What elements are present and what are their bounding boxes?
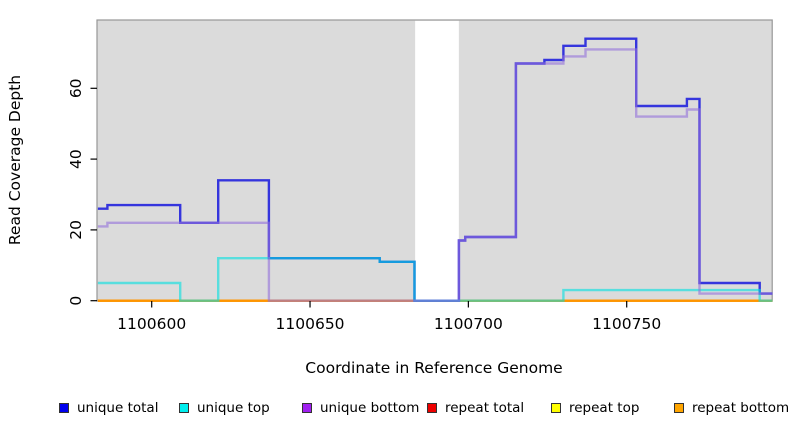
legend-label: repeat top (569, 400, 640, 416)
legend-item-unique-total: unique total (59, 401, 158, 415)
x-tick-label: 1100750 (592, 315, 661, 333)
unique-top-swatch-icon (179, 403, 189, 413)
legend-label: unique bottom (320, 400, 420, 416)
no-data-gap (415, 20, 459, 301)
unique-total-swatch-icon (59, 403, 69, 413)
legend-label: unique top (197, 400, 270, 416)
legend-item-repeat-bottom: repeat bottom (674, 401, 789, 415)
legend-label: repeat bottom (692, 400, 790, 416)
legend-label: unique total (77, 400, 159, 416)
y-tick-label: 0 (67, 296, 85, 306)
y-tick-label: 20 (67, 220, 85, 240)
series-unique-top-line (97, 257, 773, 302)
series-layer (97, 37, 773, 302)
unique-bottom-swatch-icon (302, 403, 312, 413)
x-axis-title: Coordinate in Reference Genome (305, 359, 562, 377)
series-unique-bottom-line (97, 48, 773, 302)
no-data-gap-rect (415, 20, 459, 301)
y-axis-title: Read Coverage Depth (6, 75, 24, 245)
repeat-total-swatch-icon (427, 403, 437, 413)
legend-item-repeat-top: repeat top (551, 401, 639, 415)
legend-item-unique-top: unique top (179, 401, 270, 415)
x-tick-label: 1100650 (276, 315, 345, 333)
legend-label: repeat total (445, 400, 525, 416)
legend-item-unique-bottom: unique bottom (302, 401, 419, 415)
y-tick-label: 40 (67, 149, 85, 169)
y-tick-label: 60 (67, 78, 85, 98)
x-tick-label: 1100600 (117, 315, 186, 333)
legend-item-repeat-total: repeat total (427, 401, 524, 415)
repeat-top-swatch-icon (551, 403, 561, 413)
repeat-bottom-swatch-icon (674, 403, 684, 413)
x-tick-label: 1100700 (434, 315, 503, 333)
axis-layer: 1100600 1100650 1100700 1100750 0 20 40 60 (67, 78, 661, 333)
